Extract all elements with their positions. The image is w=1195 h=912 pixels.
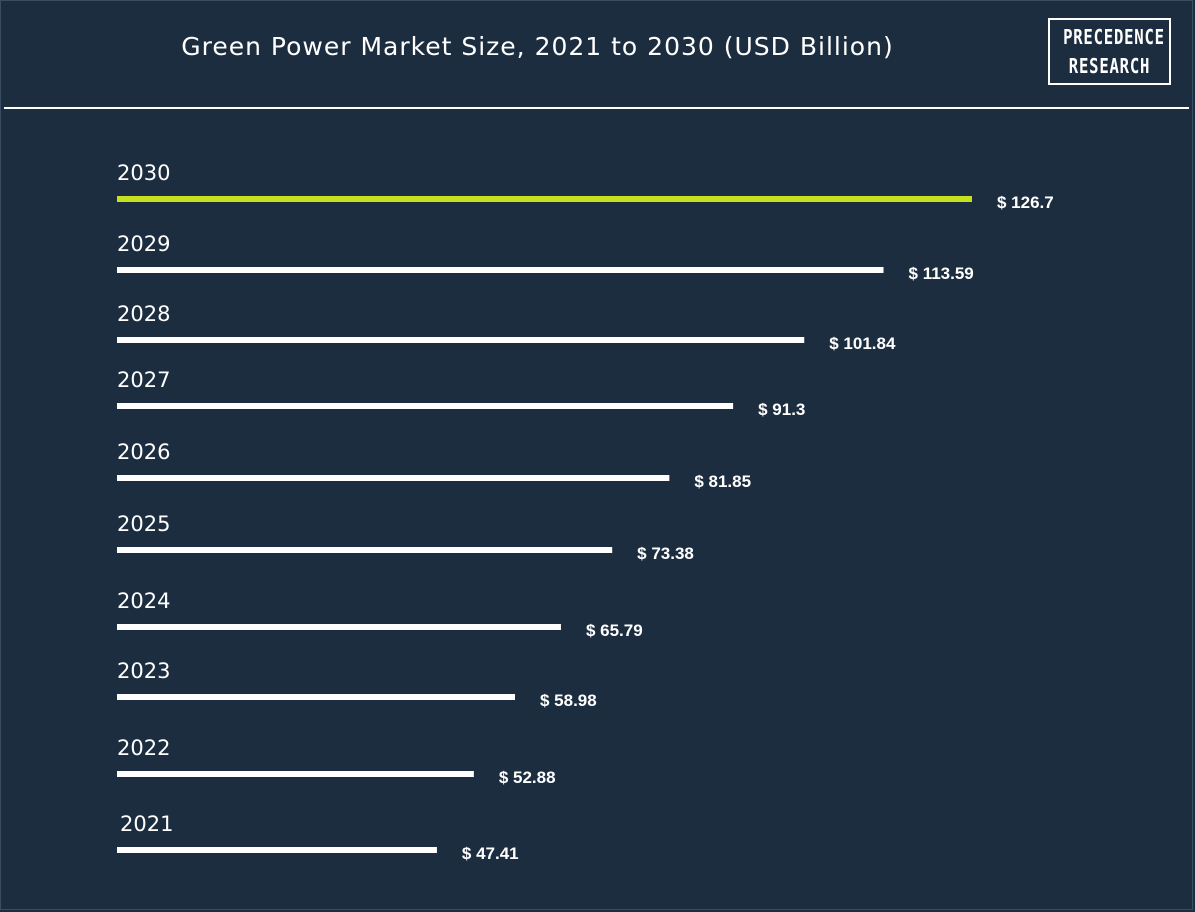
header-divider [4, 107, 1189, 109]
value-label-2030: $ 126.7 [997, 193, 1054, 212]
category-label-2029: 2029 [117, 232, 170, 256]
bar-2030 [117, 196, 972, 202]
category-label-2026: 2026 [117, 440, 170, 464]
precedence-research-logo: PRECEDENCE RESEARCH [1048, 18, 1171, 85]
bar-2026 [117, 475, 670, 481]
value-label-2025: $ 73.38 [637, 544, 694, 563]
bar-2023 [117, 694, 516, 700]
bar-2021 [117, 847, 437, 853]
category-label-2022: 2022 [117, 736, 170, 760]
category-label-2028: 2028 [117, 302, 170, 326]
bar-2027 [117, 403, 734, 409]
value-label-2021: $ 47.41 [462, 844, 519, 863]
value-label-2029: $ 113.59 [909, 264, 974, 283]
category-label-2025: 2025 [117, 512, 170, 536]
bar-2029 [117, 267, 884, 273]
value-label-2024: $ 65.79 [586, 621, 643, 640]
category-label-2027: 2027 [117, 368, 170, 392]
bar-2024 [117, 624, 561, 630]
bar-2028 [117, 337, 805, 343]
value-label-2027: $ 91.3 [758, 400, 805, 419]
logo-line-1: PRECEDENCE [1063, 25, 1165, 49]
category-label-2023: 2023 [117, 659, 170, 683]
value-label-2028: $ 101.84 [829, 334, 896, 353]
category-label-2024: 2024 [117, 589, 170, 613]
value-label-2023: $ 58.98 [540, 691, 597, 710]
logo-line-2: RESEARCH [1068, 54, 1151, 78]
value-label-2026: $ 81.85 [694, 472, 751, 491]
bar-2025 [117, 547, 613, 553]
category-label-2021: 2021 [120, 812, 173, 836]
bar-2022 [117, 771, 474, 777]
chart-title: Green Power Market Size, 2021 to 2030 (U… [181, 32, 894, 61]
category-label-2030: 2030 [117, 161, 170, 185]
value-label-2022: $ 52.88 [499, 768, 556, 787]
